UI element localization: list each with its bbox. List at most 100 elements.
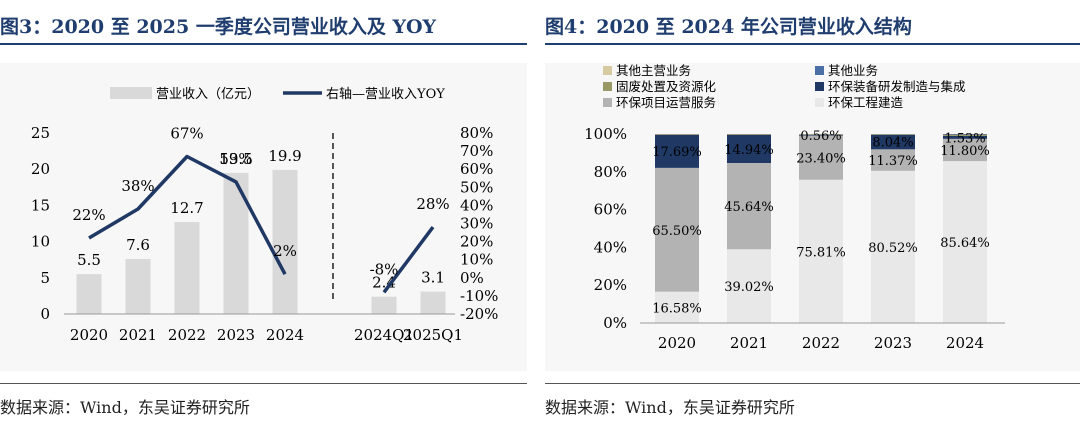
y-right-tick-label: 30% xyxy=(460,215,493,233)
revenue-bar xyxy=(272,169,298,314)
legend-swatch-revenue xyxy=(110,87,152,99)
yoy-data-label: 38% xyxy=(121,177,154,195)
stacked-bar-segment xyxy=(655,134,699,168)
segment-data-label: 1.53% xyxy=(944,131,985,146)
figure-title: 图4：2020 至 2024 年公司营业收入结构 xyxy=(545,16,912,38)
stacked-bar-segment xyxy=(943,138,987,162)
y-tick-label: 20% xyxy=(594,276,627,294)
stacked-bar-segment xyxy=(655,167,699,292)
legend-label-yoy: 右轴—营业收入YOY xyxy=(326,87,445,102)
revenue-data-label: 12.7 xyxy=(170,199,203,217)
y-right-tick-label: 70% xyxy=(460,142,493,160)
legend-label: 环保工程建造 xyxy=(828,95,904,110)
bottom-rule xyxy=(545,383,1080,384)
stacked-bar-segment xyxy=(655,134,699,135)
stacked-bar-segment xyxy=(799,134,843,136)
stacked-bar-segment xyxy=(871,149,915,171)
revenue-bar xyxy=(76,274,102,314)
segment-data-label: 45.64% xyxy=(724,200,774,215)
segment-data-label: 39.02% xyxy=(724,280,774,295)
y-tick-label: 100% xyxy=(584,125,627,143)
revenue-yoy-figure: 图3：2020 至 2025 一季度公司营业收入及 YOY 营业收入（亿元） 右轴… xyxy=(0,0,527,447)
source-note: 数据来源：Wind，东吴证券研究所 xyxy=(545,398,795,417)
figure-title: 图3：2020 至 2025 一季度公司营业收入及 YOY xyxy=(0,16,437,38)
x-tick-label: 2023 xyxy=(217,326,255,344)
x-tick-label: 2023 xyxy=(874,334,912,352)
segment-data-label: 17.69% xyxy=(652,145,702,160)
x-tick-label: 2020 xyxy=(70,326,108,344)
segment-data-label: 75.81% xyxy=(796,245,846,260)
segment-data-label: 11.80% xyxy=(940,144,990,159)
title-rule xyxy=(0,43,527,45)
legend-swatch xyxy=(815,66,824,75)
stacked-bar-segment xyxy=(799,179,843,323)
stacked-bar-segment xyxy=(871,134,915,150)
legend-swatch xyxy=(815,82,824,91)
stacked-bar-segment xyxy=(727,249,771,323)
y-right-tick-label: -10% xyxy=(460,287,498,305)
legend-label: 固废处置及资源化 xyxy=(616,79,717,94)
y-right-tick-label: -20% xyxy=(460,305,498,323)
stacked-bar-segment xyxy=(727,134,771,163)
x-tick-label: 2024Q1 xyxy=(354,326,414,344)
legend-swatch xyxy=(603,66,612,75)
x-tick-label: 2021 xyxy=(119,326,157,344)
legend-swatch xyxy=(603,98,612,107)
y-left-tick-label: 20 xyxy=(31,160,50,178)
bottom-rule xyxy=(0,383,527,384)
y-left-tick-label: 0 xyxy=(40,305,50,323)
yoy-data-label: 67% xyxy=(170,125,203,143)
segment-data-label: 23.40% xyxy=(796,152,846,167)
y-left-tick-label: 25 xyxy=(31,124,50,142)
stacked-bar-segment xyxy=(871,170,915,323)
y-right-tick-label: 0% xyxy=(460,269,484,287)
y-tick-label: 40% xyxy=(594,238,627,256)
stacked-bar-segment xyxy=(799,134,843,135)
title-rule xyxy=(545,43,1080,45)
legend-swatch xyxy=(815,98,824,107)
stacked-bar-segment xyxy=(943,134,987,135)
yoy-line xyxy=(382,226,435,294)
revenue-data-label: 3.1 xyxy=(421,269,445,287)
revenue-bar xyxy=(420,291,446,314)
y-right-tick-label: 80% xyxy=(460,124,493,142)
stacked-bar-segment xyxy=(655,291,699,323)
y-right-tick-label: 10% xyxy=(460,251,493,269)
x-tick-label: 2022 xyxy=(168,326,206,344)
x-tick-label: 2021 xyxy=(730,334,768,352)
revenue-bar xyxy=(371,296,397,314)
y-left-tick-label: 15 xyxy=(31,196,50,214)
y-left-tick-label: 10 xyxy=(31,233,50,251)
segment-data-label: 85.64% xyxy=(940,236,990,251)
y-right-tick-label: 20% xyxy=(460,233,493,251)
revenue-structure-figure: 图4：2020 至 2024 年公司营业收入结构 其他主营业务 其他业务 固废处置及… xyxy=(545,0,1080,447)
x-tick-label: 2024 xyxy=(946,334,984,352)
segment-data-label: 0.56% xyxy=(800,129,841,144)
yoy-data-label: 22% xyxy=(72,206,105,224)
segment-data-label: 16.58% xyxy=(652,301,702,316)
yoy-data-label: -8% xyxy=(370,260,399,278)
stacked-bar-segment xyxy=(799,135,843,180)
legend-label: 环保项目运营服务 xyxy=(616,95,716,110)
y-left-tick-label: 5 xyxy=(40,269,50,287)
y-tick-label: 60% xyxy=(594,201,627,219)
revenue-yoy-chart: 营业收入（亿元） 右轴—营业收入YOY 0 5 10 15 20 25 -20%-10%0%10… xyxy=(31,87,498,344)
revenue-data-label: 7.6 xyxy=(126,236,150,254)
x-tick-label: 2022 xyxy=(802,334,840,352)
yoy-line xyxy=(88,154,287,276)
y-tick-label: 0% xyxy=(603,314,627,332)
stacked-bar-segment xyxy=(943,134,987,136)
stacked-bar-segment xyxy=(943,135,987,139)
y-right-tick-label: 40% xyxy=(460,196,493,214)
revenue-data-label: 5.5 xyxy=(77,251,101,269)
stacked-bar-segment xyxy=(727,134,771,135)
y-right-tick-label: 60% xyxy=(460,160,493,178)
chart-area-background xyxy=(0,63,527,371)
yoy-data-label: 53% xyxy=(219,150,252,168)
segment-data-label: 14.94% xyxy=(724,143,774,158)
x-tick-label: 2024 xyxy=(266,326,304,344)
legend-label-revenue: 营业收入（亿元） xyxy=(156,87,260,102)
segment-data-label: 8.04% xyxy=(872,136,913,151)
revenue-data-label: 19.5 xyxy=(219,150,252,168)
